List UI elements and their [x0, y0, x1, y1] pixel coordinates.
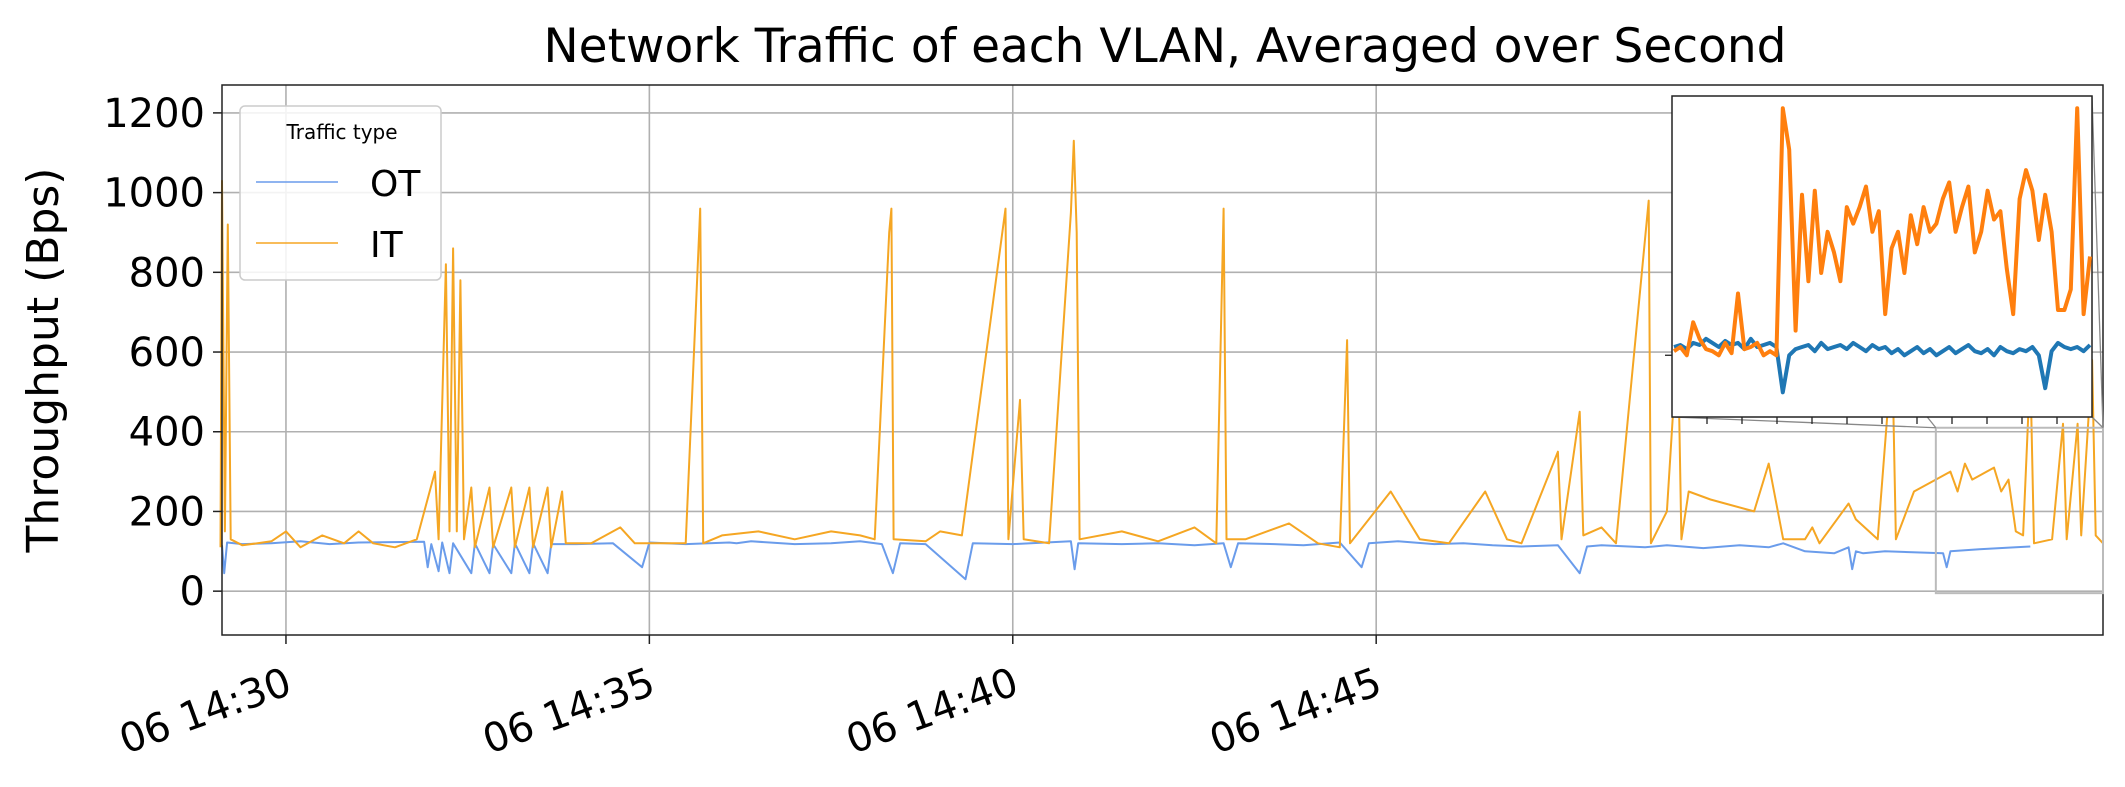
zoom-region-box	[1934, 426, 2104, 595]
series-layer	[219, 139, 2104, 581]
legend-title: Traffic type	[285, 120, 397, 144]
y-tick-label: 400	[129, 410, 205, 456]
series-line-ot	[221, 540, 2031, 581]
zoom-connector-line	[2091, 95, 2104, 428]
y-tick-label: 600	[129, 330, 205, 376]
y-axis-label: Throughput (Bps)	[18, 168, 69, 554]
legend-box	[239, 105, 442, 281]
y-tick-label: 800	[129, 250, 205, 296]
y-tick-label: 200	[129, 489, 205, 535]
zoom-connector-line	[2091, 416, 2104, 429]
legend-label-ot: OT	[370, 164, 421, 205]
chart-title: Network Traffic of each VLAN, Averaged o…	[544, 19, 1787, 74]
plot-frame	[221, 84, 2104, 636]
y-tick-label: 1200	[103, 91, 205, 137]
legend: Traffic type OT IT	[239, 105, 442, 281]
y-tick-label: 1000	[103, 171, 205, 217]
series-line-it	[219, 139, 2104, 549]
y-axis-ticks: 0 200 400 600 800 1000 1200	[103, 91, 222, 615]
y-tick-label: 0	[180, 569, 205, 615]
inset-series-line-it	[1672, 106, 2092, 358]
zoom-connector-line	[1671, 416, 1936, 429]
legend-label-it: IT	[370, 225, 404, 266]
inset-zoom-plot	[1665, 95, 2093, 424]
